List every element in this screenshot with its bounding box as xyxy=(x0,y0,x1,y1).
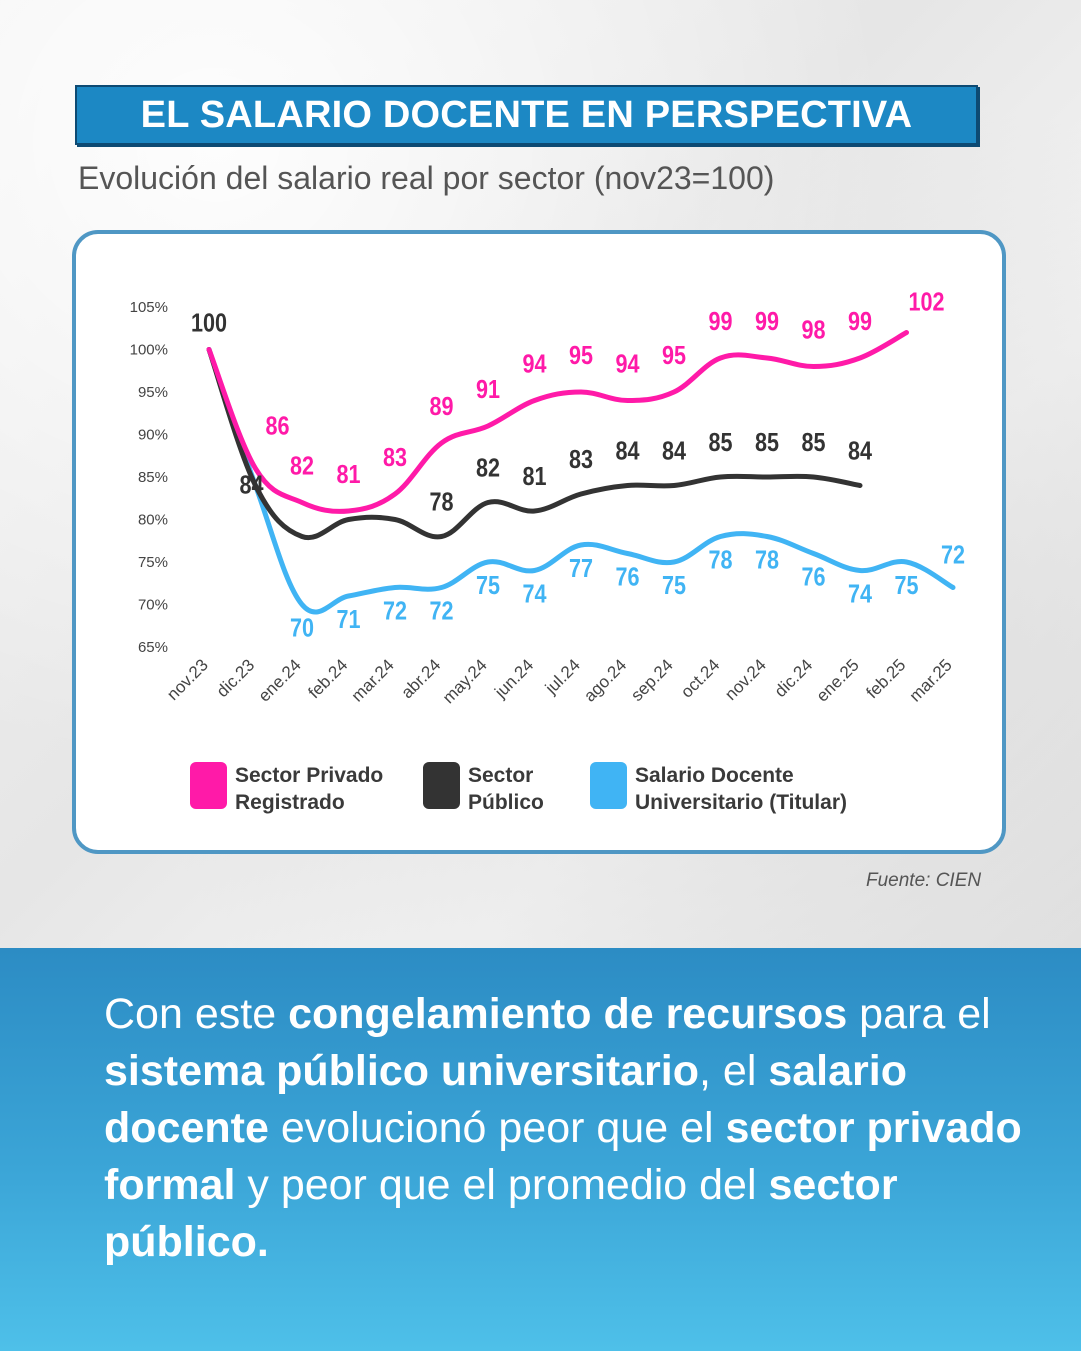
series-docente-data-label: 75 xyxy=(662,570,686,600)
page-title: EL SALARIO DOCENTE EN PERSPECTIVA xyxy=(140,94,913,136)
series-docente-data-label: 70 xyxy=(290,613,314,643)
y-tick-label: 80% xyxy=(138,512,168,529)
bottom-segment: y peor que el promedio del xyxy=(235,1161,769,1209)
chart-card: 105% 100% 95% 90% 85% 80% 75% 70% 65% nov.23 dic.2… xyxy=(72,230,1006,854)
bottom-segment: sector privado formal xyxy=(104,1104,1022,1209)
series-privado-data-label: 102 xyxy=(909,287,945,317)
x-tick-label: ene.25 xyxy=(813,655,863,705)
x-tick-label: mar.24 xyxy=(348,655,398,705)
bottom-segment: congelamiento de recursos xyxy=(288,990,848,1038)
series-publico-data-label: 78 xyxy=(430,487,454,517)
series-docente-data-label: 76 xyxy=(616,562,640,592)
bottom-segment: para el xyxy=(847,990,991,1038)
series-docente-data-label: 71 xyxy=(337,604,361,634)
legend-swatch-privado xyxy=(190,762,227,809)
x-tick-label: sep.24 xyxy=(627,655,677,705)
series-publico-data-label: 84 xyxy=(616,436,640,466)
x-tick-label: nov.23 xyxy=(163,655,212,704)
x-tick-label: nov.24 xyxy=(721,655,770,704)
series-privado-data-label: 95 xyxy=(662,340,686,370)
series-docente-data-label: 72 xyxy=(941,540,965,570)
series-publico-data-label: 84 xyxy=(240,470,264,500)
legend-label-privado: Sector Privado Registrado xyxy=(235,764,384,814)
series-publico-data-label: 83 xyxy=(569,444,593,474)
legend-label-docente: Salario Docente Universitario (Titular) xyxy=(635,764,847,814)
series-publico-data-label: 82 xyxy=(476,453,500,483)
legend-swatch-publico xyxy=(423,762,460,809)
y-tick-label: 70% xyxy=(138,597,168,614)
x-tick-label: oct.24 xyxy=(677,655,723,701)
series-docente-data-label: 78 xyxy=(709,545,733,575)
series-publico-line xyxy=(206,347,863,541)
series-publico-data-label: 85 xyxy=(709,427,733,457)
page-subtitle: Evolución del salario real por sector (n… xyxy=(78,160,775,196)
series-docente-data-label: 75 xyxy=(895,570,919,600)
series-privado-data-label: 95 xyxy=(569,340,593,370)
x-tick-label: jul.24 xyxy=(541,655,584,698)
series-docente-data-label: 74 xyxy=(523,579,547,609)
x-tick-label: abr.24 xyxy=(397,655,444,702)
legend-label-publico: Sector Público xyxy=(468,764,544,814)
x-tick-label: dic.24 xyxy=(771,655,817,701)
x-tick-label: feb.24 xyxy=(304,655,351,702)
series-docente-data-label: 77 xyxy=(569,553,593,583)
y-tick-label: 105% xyxy=(130,299,168,316)
source-note: Fuente: CIEN xyxy=(866,870,982,891)
series-privado-data-label: 82 xyxy=(290,451,314,481)
x-tick-label: dic.23 xyxy=(213,655,259,701)
y-tick-label: 85% xyxy=(138,469,168,486)
series-publico-data-label: 100 xyxy=(191,308,227,338)
series-docente-data-label: 76 xyxy=(802,562,826,592)
x-tick-label: jun.24 xyxy=(490,655,537,702)
series-privado-data-label: 99 xyxy=(848,306,872,336)
series-publico-data-label: 85 xyxy=(755,427,779,457)
series-publico-data-label: 84 xyxy=(848,436,872,466)
bottom-segment: , el xyxy=(699,1047,769,1095)
x-tick-label: ago.24 xyxy=(580,655,630,705)
series-privado-data-label: 89 xyxy=(430,391,454,421)
x-tick-label: mar.25 xyxy=(906,655,956,705)
bottom-segment: Con este xyxy=(104,990,289,1038)
line-chart: 105%100%95%90%85%80%75%70%65%nov.23 dic.2… xyxy=(130,287,965,708)
bottom-panel: Con este congelamiento de recursos para … xyxy=(0,948,1081,1351)
title-banner: EL SALARIO DOCENTE EN PERSPECTIVA xyxy=(75,85,978,145)
series-docente-data-label: 74 xyxy=(848,579,872,609)
series-privado-data-label: 98 xyxy=(802,315,826,345)
series-docente-data-label: 78 xyxy=(755,545,779,575)
series-privado-line xyxy=(206,330,909,514)
series-publico-data-label: 85 xyxy=(802,427,826,457)
y-tick-label: 95% xyxy=(138,384,168,401)
x-tick-label: ene.24 xyxy=(255,655,305,705)
series-docente-data-label: 72 xyxy=(383,596,407,626)
series-privado-data-label: 94 xyxy=(616,349,640,379)
y-tick-label: 75% xyxy=(138,554,168,571)
series-docente-line xyxy=(206,347,956,615)
series-publico-data-label: 84 xyxy=(662,436,686,466)
series-privado-data-label: 91 xyxy=(476,374,500,404)
bottom-segment: sistema público universitario xyxy=(104,1047,700,1095)
series-docente-data-label: 72 xyxy=(430,596,454,626)
series-privado-data-label: 99 xyxy=(755,306,779,336)
bottom-segment: sector público. xyxy=(104,1161,898,1266)
series-privado-data-label: 83 xyxy=(383,442,407,472)
y-tick-label: 100% xyxy=(130,342,168,359)
bottom-segment: salario docente xyxy=(104,1047,907,1152)
bottom-segment: evolucionó peor que el xyxy=(268,1104,726,1152)
series-privado-data-label: 94 xyxy=(523,349,547,379)
series-privado-data-label: 86 xyxy=(266,411,290,441)
series-privado-data-label: 99 xyxy=(709,306,733,336)
y-tick-label: 90% xyxy=(138,427,168,444)
x-tick-label: feb.25 xyxy=(862,655,909,702)
x-tick-label: may.24 xyxy=(439,655,491,707)
legend-swatch-docente xyxy=(590,762,627,809)
bottom-message: Con este congelamiento de recursos para … xyxy=(104,986,1044,1271)
series-privado-data-label: 81 xyxy=(337,459,361,489)
y-tick-label: 65% xyxy=(138,639,168,656)
series-publico-data-label: 81 xyxy=(523,461,547,491)
series-docente-data-label: 75 xyxy=(476,570,500,600)
